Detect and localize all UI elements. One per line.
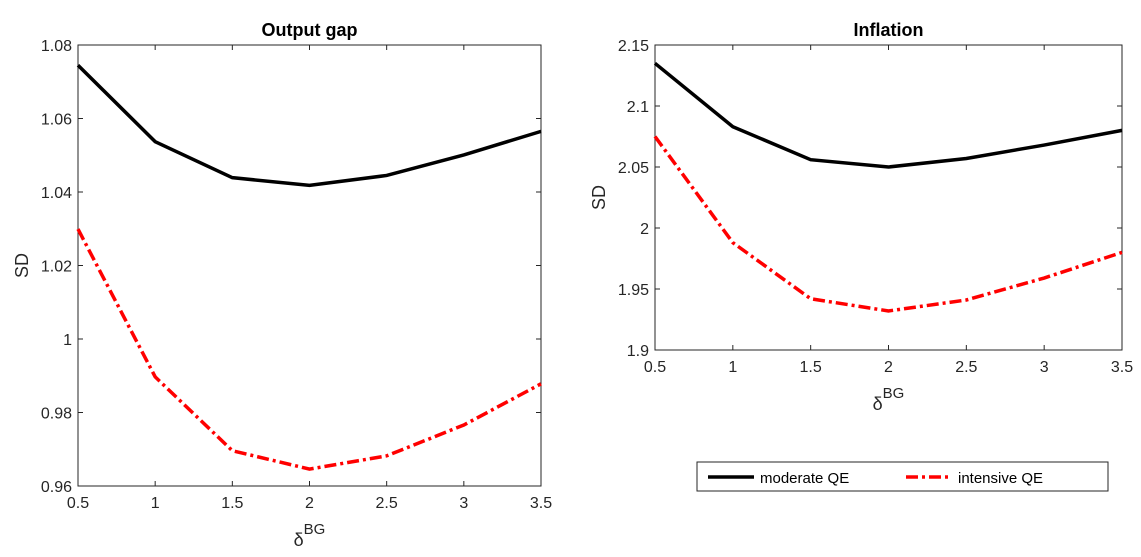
x-tick-label: 3: [459, 495, 468, 512]
series-line: [653, 61, 1123, 169]
legend-label: intensive QE: [958, 470, 1043, 487]
x-tick-label: 1.5: [800, 359, 822, 376]
x-tick-label: 1.5: [221, 495, 243, 512]
y-tick-label: 2.15: [618, 38, 649, 55]
x-axis-label-base: δ: [294, 530, 304, 550]
series-line: [76, 63, 542, 188]
y-tick-label: 1.02: [41, 259, 72, 276]
x-tick-label: 3: [1040, 359, 1049, 376]
y-tick-label: 1.95: [618, 282, 649, 299]
x-axis-label: δBG: [873, 385, 905, 414]
series-line: [76, 228, 542, 471]
y-tick-label: 2.05: [618, 160, 649, 177]
x-tick-label: 3.5: [1111, 359, 1133, 376]
y-tick-label: 1: [63, 332, 72, 349]
x-tick-label: 2: [884, 359, 893, 376]
chart-title: Output gap: [262, 20, 358, 40]
x-axis-label-sup: BG: [304, 521, 326, 538]
y-tick-label: 1.9: [627, 343, 649, 360]
y-tick-label: 2: [640, 221, 649, 238]
x-tick-label: 1: [728, 359, 737, 376]
y-tick-label: 0.98: [41, 406, 72, 423]
x-tick-label: 2.5: [376, 495, 398, 512]
x-tick-label: 1: [151, 495, 160, 512]
chart-title: Inflation: [854, 20, 924, 40]
plot-area: [77, 44, 542, 487]
y-tick-label: 1.04: [41, 185, 72, 202]
legend-label: moderate QE: [760, 470, 849, 487]
legend: [696, 461, 1109, 492]
x-axis-label: δBG: [294, 521, 326, 550]
y-tick-label: 2.1: [627, 99, 649, 116]
y-axis-label: SD: [12, 253, 32, 278]
y-axis-label: SD: [589, 185, 609, 210]
x-tick-label: 0.5: [644, 359, 666, 376]
series-line: [653, 135, 1123, 313]
plot-area: [654, 44, 1123, 351]
x-axis-label-base: δ: [873, 394, 883, 414]
x-tick-label: 3.5: [530, 495, 552, 512]
y-tick-label: 0.96: [41, 479, 72, 496]
x-axis-label-sup: BG: [883, 385, 905, 402]
y-tick-label: 1.08: [41, 38, 72, 55]
x-tick-label: 2.5: [955, 359, 977, 376]
y-tick-label: 1.06: [41, 112, 72, 129]
x-tick-label: 2: [305, 495, 314, 512]
x-tick-label: 0.5: [67, 495, 89, 512]
